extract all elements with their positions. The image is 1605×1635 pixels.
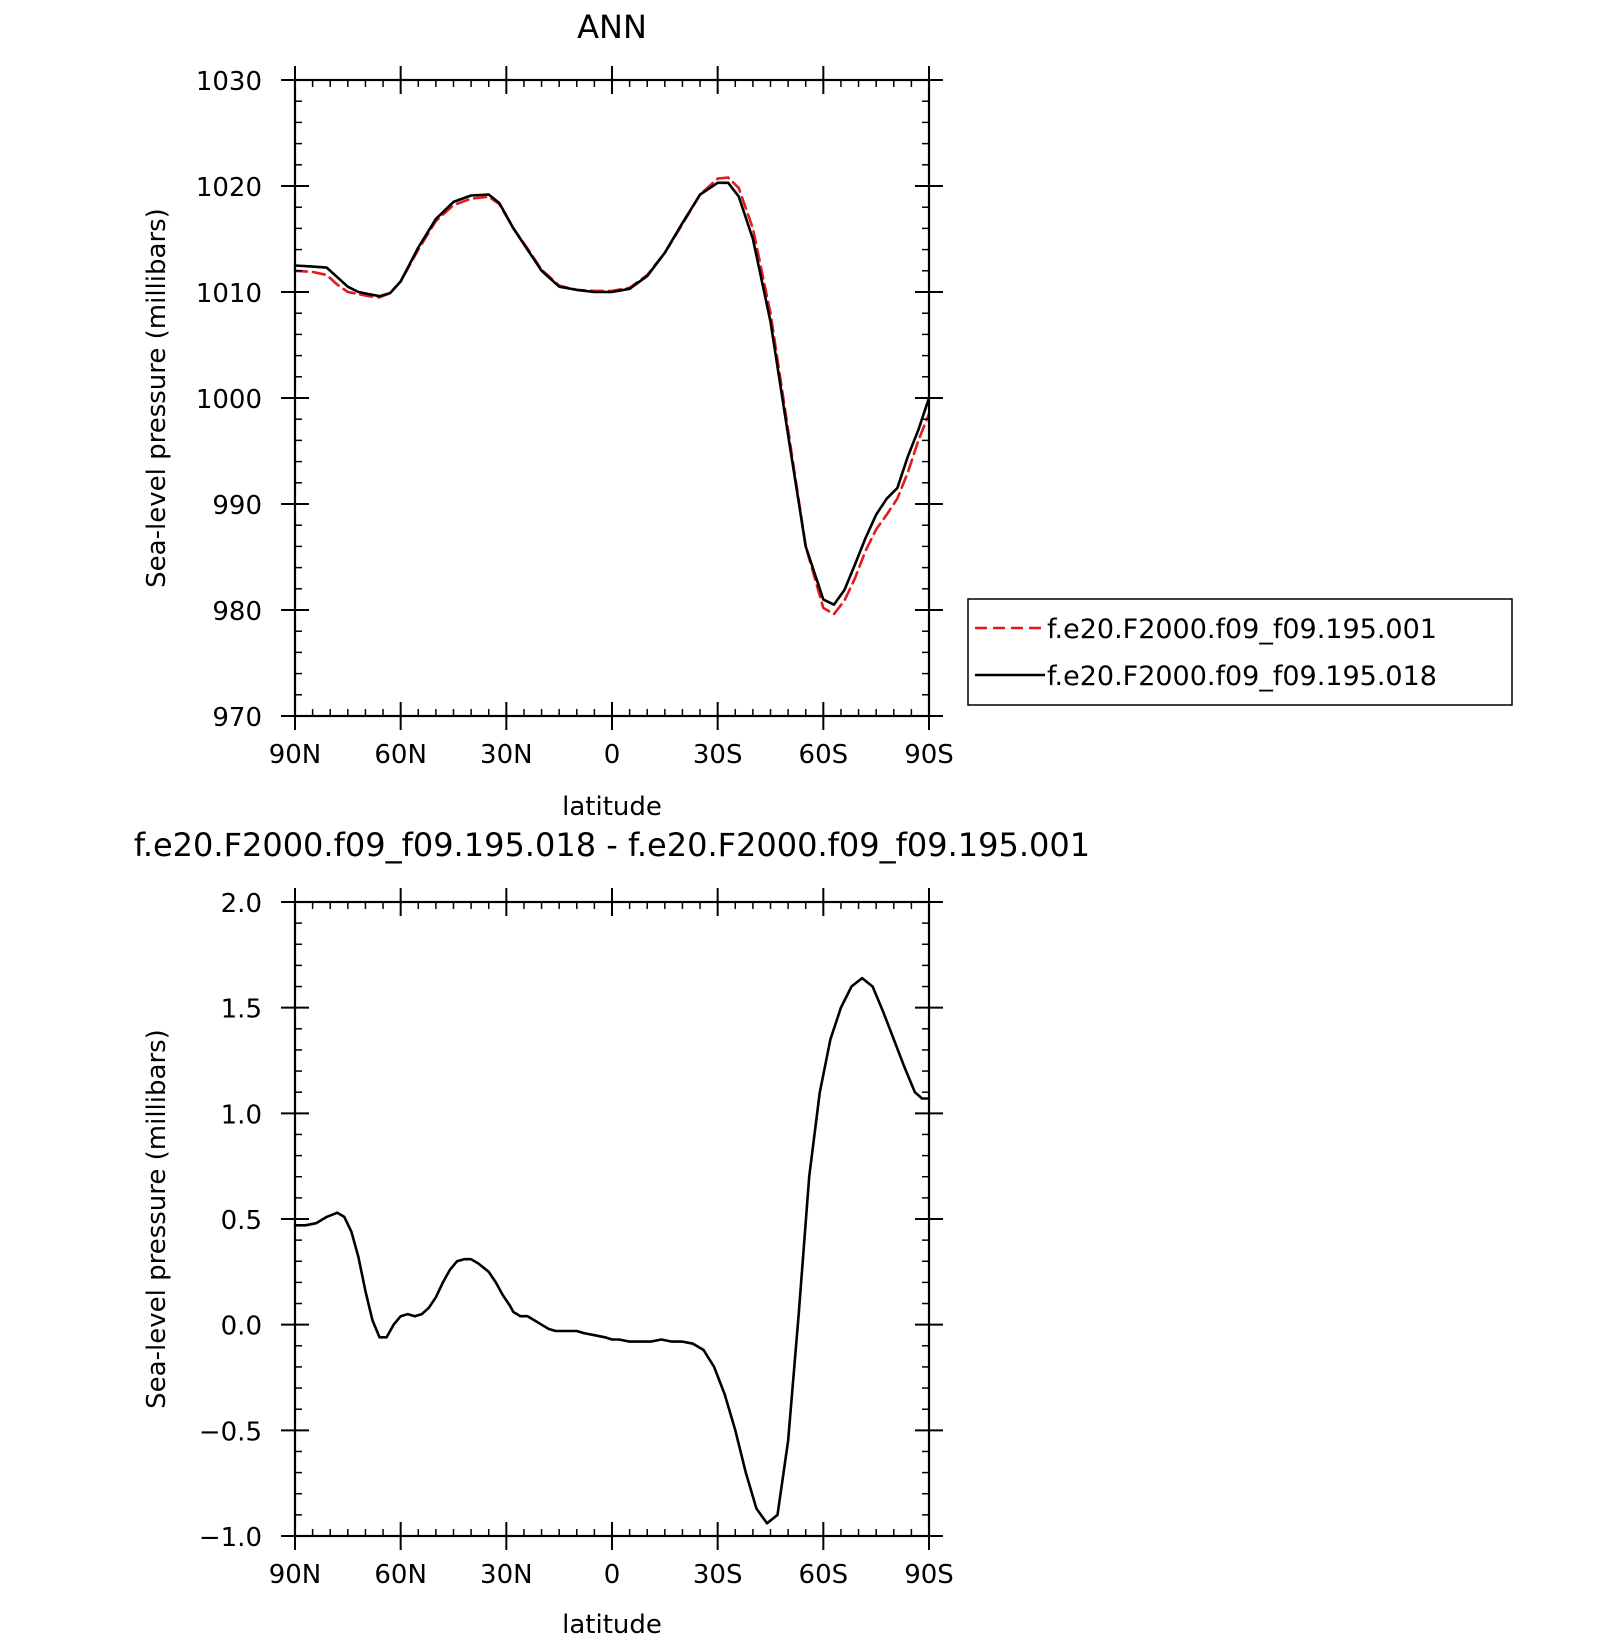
bottom-x-tick-label: 60N [374, 1560, 427, 1590]
top-plot-frame [293, 78, 931, 718]
bottom-y-tick-label: 0.0 [221, 1312, 262, 1342]
bottom-plot-frame [293, 900, 931, 1538]
top-series-line-0 [293, 176, 931, 616]
top-x-tick-label: 90S [904, 740, 954, 770]
top-chart-lines [293, 176, 931, 616]
legend-label-018: f.e20.F2000.f09_f09.195.018 [1047, 661, 1437, 692]
bottom-chart-title: f.e20.F2000.f09_f09.195.018 - f.e20.F200… [134, 826, 1090, 864]
top-chart-title: ANN [577, 8, 647, 46]
top-x-tick-label: 60S [799, 740, 849, 770]
bottom-x-tick-label: 60S [799, 1560, 849, 1590]
bottom-x-tick-label: 90N [269, 1560, 322, 1590]
bottom-x-tick-label: 0 [604, 1560, 621, 1590]
bottom-x-axis-label: latitude [562, 1610, 662, 1635]
bottom-y-tick-label: 0.5 [221, 1206, 262, 1236]
top-x-tick-label: 90N [269, 740, 322, 770]
top-y-tick-label: 980 [212, 597, 262, 627]
bottom-y-tick-label: −1.0 [199, 1523, 262, 1553]
legend: f.e20.F2000.f09_f09.195.001 f.e20.F2000.… [967, 598, 1513, 706]
bottom-chart-axes: 90N 60N 30N 0 30S 60S 90S −1.0 −0.5 0.0 0.5 1.0 1.5 2… [199, 888, 954, 1590]
top-x-tick-label: 30S [693, 740, 743, 770]
bottom-y-tick-label: 1.5 [221, 995, 262, 1025]
top-x-axis-label: latitude [562, 792, 662, 822]
top-y-tick-label: 990 [212, 491, 262, 521]
bottom-x-tick-label: 90S [904, 1560, 954, 1590]
top-x-tick-label: 60N [374, 740, 427, 770]
bottom-y-tick-label: 2.0 [221, 889, 262, 919]
top-x-tick-label: 0 [604, 740, 621, 770]
bottom-series-line-0 [293, 976, 931, 1525]
bottom-chart-lines [293, 976, 931, 1525]
bottom-y-tick-label: −0.5 [199, 1417, 262, 1447]
top-y-tick-label: 1030 [196, 67, 262, 97]
top-chart-axes: 90N 60N 30N 0 30S 60S 90S 970 980 990 1000 1010 1020… [196, 66, 954, 770]
bottom-panel: f.e20.F2000.f09_f09.195.018 - f.e20.F200… [134, 826, 1090, 1635]
top-y-axis-label: Sea-level pressure (millibars) [142, 208, 172, 588]
bottom-y-tick-label: 1.0 [221, 1100, 262, 1130]
bottom-x-tick-label: 30S [693, 1560, 743, 1590]
top-y-tick-label: 970 [212, 703, 262, 733]
top-x-tick-label: 30N [480, 740, 533, 770]
top-panel: ANN 90N 60N 30N 0 30S 60S 90S 970 980 990 1000 1010… [142, 8, 954, 822]
top-series-line-1 [293, 181, 931, 606]
top-y-tick-label: 1000 [196, 385, 262, 415]
legend-label-001: f.e20.F2000.f09_f09.195.001 [1047, 614, 1437, 645]
bottom-x-tick-label: 30N [480, 1560, 533, 1590]
bottom-y-axis-label: Sea-level pressure (millibars) [142, 1029, 172, 1409]
legend-box [967, 598, 1513, 706]
top-y-tick-label: 1010 [196, 279, 262, 309]
top-y-tick-label: 1020 [196, 173, 262, 203]
